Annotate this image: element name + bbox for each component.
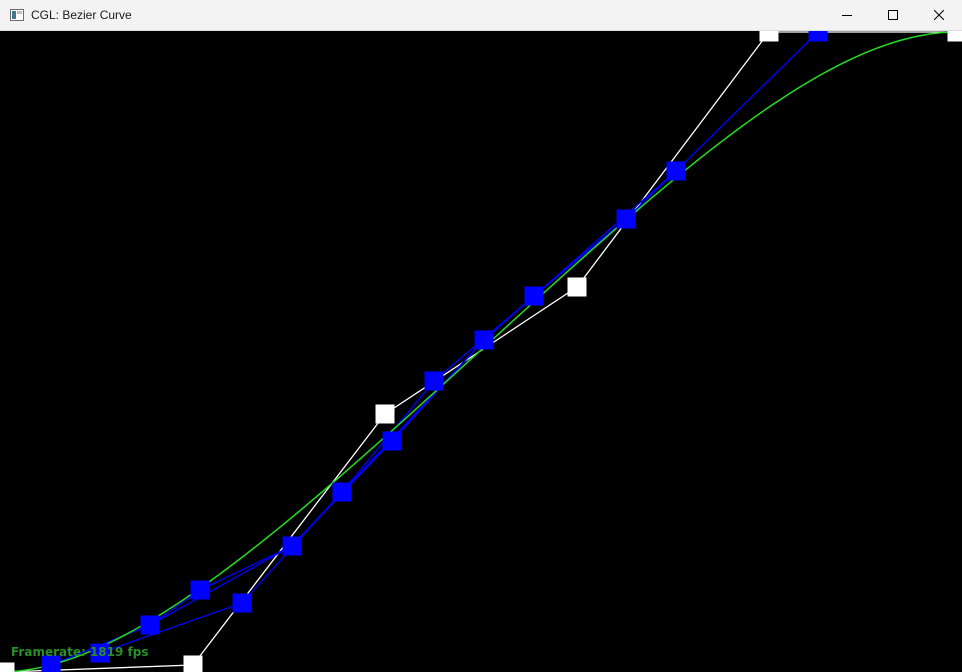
subdivision-line: [149, 170, 677, 626]
control-point[interactable]: [567, 277, 587, 297]
title-bar[interactable]: CGL: Bezier Curve: [0, 0, 962, 31]
bezier-scene[interactable]: [0, 31, 962, 672]
minimize-icon: [842, 15, 852, 16]
control-point[interactable]: [183, 655, 203, 672]
subdivision-point[interactable]: [190, 580, 210, 600]
subdivision-line: [50, 31, 819, 666]
maximize-icon: [888, 10, 898, 20]
control-point[interactable]: [759, 31, 779, 42]
subdivision-point[interactable]: [616, 209, 636, 229]
subdivision-point[interactable]: [232, 593, 252, 613]
subdivision-point[interactable]: [424, 371, 444, 391]
control-polygon-line: [4, 31, 957, 672]
subdivision-point[interactable]: [332, 482, 352, 502]
subdivision-point[interactable]: [140, 615, 160, 635]
subdivision-point[interactable]: [90, 643, 110, 663]
subdivision-point[interactable]: [282, 536, 302, 556]
close-button[interactable]: [916, 0, 962, 30]
app-window-icon: [10, 9, 24, 21]
subdivision-point[interactable]: [808, 31, 828, 42]
minimize-button[interactable]: [824, 0, 870, 30]
close-icon: [934, 10, 944, 20]
subdivision-point[interactable]: [382, 431, 402, 451]
render-canvas[interactable]: Framerate: 1819 fps: [0, 31, 962, 672]
subdivision-point[interactable]: [524, 286, 544, 306]
control-point[interactable]: [947, 31, 962, 42]
window-title: CGL: Bezier Curve: [31, 8, 132, 22]
control-point[interactable]: [375, 404, 395, 424]
maximize-button[interactable]: [870, 0, 916, 30]
bezier-curve: [4, 31, 958, 672]
subdivision-point[interactable]: [41, 655, 61, 672]
subdivision-point[interactable]: [666, 161, 686, 181]
subdivision-point[interactable]: [474, 330, 494, 350]
framerate-label: Framerate: 1819 fps: [11, 645, 149, 659]
control-point[interactable]: [0, 662, 15, 672]
